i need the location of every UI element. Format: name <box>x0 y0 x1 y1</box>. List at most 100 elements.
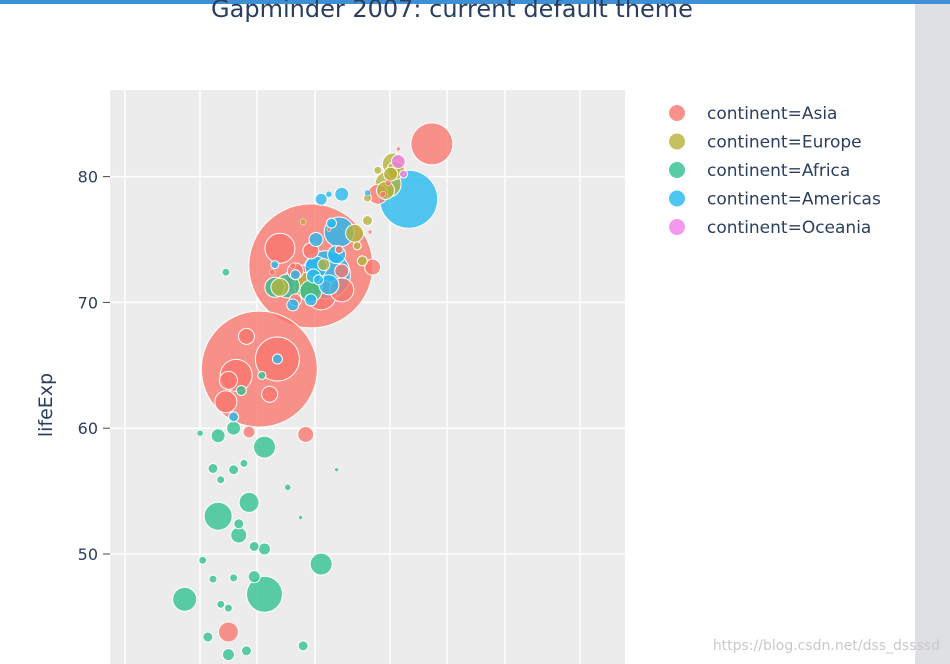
data-point <box>239 458 249 468</box>
data-point <box>334 467 339 472</box>
data-point <box>289 269 301 281</box>
data-point <box>289 262 297 270</box>
data-points <box>172 122 454 662</box>
y-tick-label: 60 <box>78 419 98 438</box>
watermark: https://blog.csdn.net/dss_dssssd <box>712 638 940 654</box>
data-point <box>313 274 325 286</box>
data-point <box>284 484 291 491</box>
data-point <box>202 631 214 643</box>
legend-marker <box>669 219 685 235</box>
chart-title: Gapminder 2007: current default theme <box>211 0 693 23</box>
data-point <box>325 190 333 198</box>
legend-label: continent=Oceania <box>707 218 871 238</box>
data-point <box>172 586 198 612</box>
data-point <box>379 190 387 198</box>
data-point <box>356 255 368 267</box>
data-point <box>217 621 239 643</box>
data-point <box>242 425 256 439</box>
window-top-border <box>0 0 950 4</box>
data-point <box>218 370 238 390</box>
data-point <box>257 370 267 380</box>
data-point <box>383 166 399 182</box>
legend-label: continent=Asia <box>707 104 837 124</box>
data-point <box>298 515 303 520</box>
data-point <box>334 186 350 202</box>
data-point <box>270 277 290 297</box>
data-point <box>233 518 245 530</box>
data-point <box>364 258 382 276</box>
data-point <box>390 154 406 170</box>
data-point <box>246 575 283 613</box>
legend-marker <box>669 190 685 207</box>
data-point <box>216 475 226 485</box>
data-point <box>240 645 252 657</box>
data-point <box>270 260 280 270</box>
data-point <box>264 232 296 264</box>
legend-marker <box>669 162 685 178</box>
data-point <box>253 435 276 459</box>
legend-label: continent=Africa <box>707 161 850 181</box>
data-point <box>198 555 208 565</box>
data-point <box>384 179 392 187</box>
data-point <box>373 165 383 175</box>
data-point <box>326 227 332 232</box>
data-point <box>334 263 350 279</box>
data-point <box>309 552 333 576</box>
data-point <box>367 229 373 235</box>
data-point <box>208 574 218 584</box>
legend-label: continent=Americas <box>707 190 881 210</box>
data-point <box>228 411 240 423</box>
gridlines <box>110 90 625 664</box>
data-point <box>216 599 226 609</box>
data-point <box>299 218 307 226</box>
legend-label: continent=Europe <box>707 133 862 153</box>
data-point <box>410 122 454 166</box>
data-point <box>297 425 315 443</box>
data-point <box>228 464 240 476</box>
data-point <box>237 327 255 345</box>
data-point <box>248 540 260 552</box>
y-tick-label: 70 <box>78 293 98 312</box>
data-point <box>247 570 261 584</box>
data-point <box>230 526 248 544</box>
legend-marker <box>669 105 685 121</box>
data-point <box>271 353 283 365</box>
data-point <box>325 217 337 229</box>
data-point <box>261 385 279 403</box>
data-point <box>304 293 318 307</box>
data-point <box>238 491 260 513</box>
y-tick-label: 50 <box>78 545 98 564</box>
y-axis: 50 60 70 80 <box>78 168 110 564</box>
data-point <box>352 241 362 251</box>
legend: continent=Asia continent=Europe continent=… <box>669 104 881 238</box>
data-point <box>334 245 344 255</box>
data-point <box>214 390 238 414</box>
data-point <box>308 232 324 247</box>
data-point <box>396 146 401 152</box>
data-point <box>210 428 226 444</box>
y-axis-title: lifeExp <box>35 373 57 437</box>
data-point <box>235 384 247 396</box>
data-point <box>268 268 276 276</box>
data-point <box>207 462 219 474</box>
data-point <box>196 429 204 437</box>
data-point <box>203 501 233 531</box>
plot-area <box>110 90 625 664</box>
legend-marker <box>669 133 685 150</box>
data-point <box>226 420 242 436</box>
data-point <box>221 648 235 662</box>
data-point <box>229 573 239 583</box>
data-point <box>364 189 371 197</box>
data-point <box>258 542 271 556</box>
scrollbar[interactable] <box>915 4 950 664</box>
data-point <box>221 267 231 277</box>
data-point <box>223 603 233 613</box>
data-point <box>399 169 409 179</box>
data-point <box>362 215 373 227</box>
y-tick-label: 80 <box>78 168 98 187</box>
chart: Gapminder 2007: current default theme 50… <box>35 0 881 664</box>
data-point <box>317 258 331 272</box>
data-point <box>345 223 365 243</box>
data-point <box>297 640 309 652</box>
data-point <box>314 192 328 206</box>
